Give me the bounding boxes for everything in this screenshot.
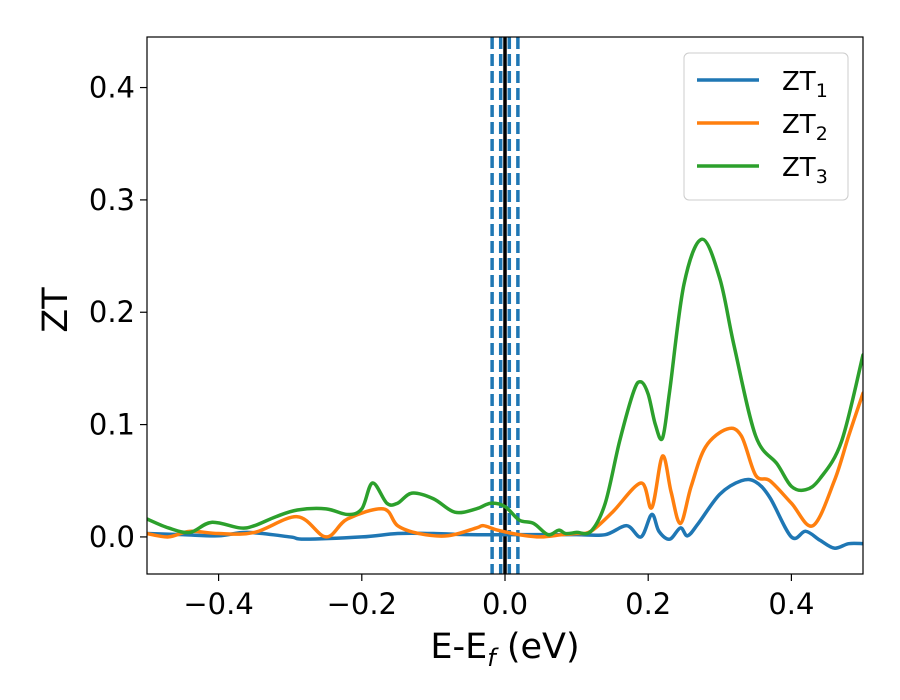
legend: ZT1 ZT2 ZT3 (683, 52, 849, 201)
reference-lines (490, 37, 520, 574)
x-axis-label: E-Ef (eV) (430, 627, 579, 672)
y-tick-label: 0.1 (89, 408, 135, 442)
legend-label-zt1: ZT1 (782, 67, 828, 102)
legend-box (683, 52, 849, 201)
y-axis-ticks: 0.0 0.1 0.2 0.3 0.4 (89, 71, 147, 554)
x-tick-label: −0.4 (183, 587, 253, 621)
legend-label-zt3: ZT3 (782, 153, 828, 188)
y-tick-label: 0.3 (89, 183, 135, 217)
x-axis-ticks: −0.4 −0.2 0.0 0.2 0.4 (183, 574, 814, 621)
y-tick-label: 0.4 (89, 71, 135, 105)
x-tick-label: 0.0 (482, 587, 528, 621)
y-tick-label: 0.0 (89, 520, 135, 554)
x-tick-label: −0.2 (327, 587, 397, 621)
series-line-zt3 (147, 237, 863, 537)
y-tick-label: 0.2 (89, 295, 135, 329)
series-lines (147, 237, 863, 550)
y-axis-label: ZT (36, 287, 76, 333)
legend-label-zt2: ZT2 (782, 110, 828, 145)
series-line-zt1 (147, 477, 863, 550)
x-tick-label: 0.4 (768, 587, 814, 621)
x-tick-label: 0.2 (625, 587, 671, 621)
